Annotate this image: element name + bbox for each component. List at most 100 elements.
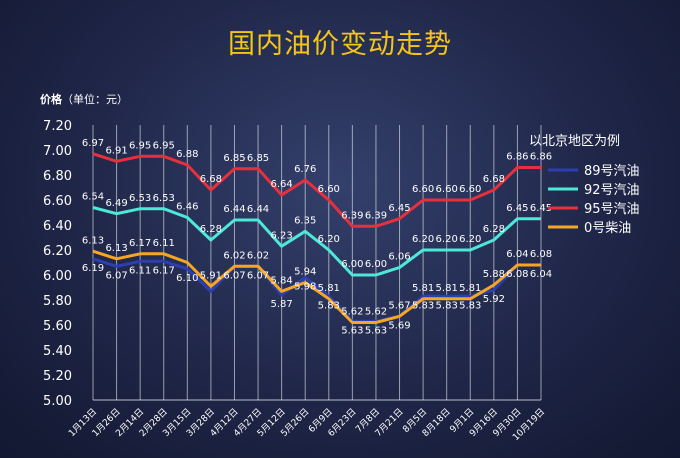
data-label: 5.69 [388, 320, 410, 331]
data-label: 6.53 [129, 193, 151, 204]
data-label: 6.35 [294, 215, 316, 226]
data-label: 6.02 [247, 250, 269, 261]
data-label: 6.85 [247, 153, 269, 164]
data-label: 5.83 [318, 300, 340, 311]
data-label: 6.20 [436, 234, 458, 245]
data-label: 5.84 [270, 275, 292, 286]
data-label: 6.20 [412, 234, 434, 245]
y-tick-label: 6.40 [43, 219, 72, 234]
data-label: 6.00 [341, 259, 363, 270]
series-line-1 [92, 257, 541, 323]
legend-label: 0号柴油 [584, 221, 631, 236]
y-tick-label: 5.80 [43, 294, 72, 309]
data-label: 6.45 [506, 203, 528, 214]
data-label: 5.94 [294, 267, 316, 278]
data-label: 6.95 [153, 140, 175, 151]
data-label: 6.00 [365, 259, 387, 270]
data-label: 6.13 [82, 235, 104, 246]
data-label: 5.88 [483, 269, 505, 280]
data-label: 6.17 [129, 238, 151, 249]
data-label: 6.86 [506, 152, 528, 163]
data-label: 6.60 [318, 184, 340, 195]
data-label: 5.81 [318, 283, 340, 294]
data-label: 5.98 [294, 282, 316, 293]
y-tick-label: 7.00 [43, 144, 72, 159]
data-label: 6.44 [223, 204, 245, 215]
y-axis-label: 价格（单位：元） [40, 91, 128, 107]
data-label: 6.97 [82, 138, 104, 149]
data-label: 6.88 [176, 149, 198, 160]
data-label: 6.76 [294, 164, 316, 175]
data-label: 6.46 [176, 202, 198, 213]
data-label: 6.10 [176, 273, 198, 284]
data-label: 6.68 [483, 174, 505, 185]
y-tick-label: 6.80 [43, 169, 72, 184]
data-label: 6.28 [200, 224, 222, 235]
data-label: 6.60 [459, 184, 481, 195]
data-label: 6.54 [82, 192, 104, 203]
data-label: 5.91 [200, 270, 222, 281]
data-label: 5.81 [436, 283, 458, 294]
data-label: 6.95 [129, 140, 151, 151]
data-label: 6.60 [436, 184, 458, 195]
data-label: 5.81 [459, 283, 481, 294]
data-label: 6.39 [341, 210, 363, 221]
data-label: 6.08 [506, 269, 528, 280]
data-label: 5.83 [459, 300, 481, 311]
data-label: 6.85 [223, 153, 245, 164]
data-label: 6.86 [530, 152, 552, 163]
legend-label: 95号汽油 [584, 202, 640, 217]
data-label: 6.53 [153, 193, 175, 204]
data-label: 6.23 [270, 230, 292, 241]
y-tick-label: 7.20 [43, 119, 72, 134]
data-label: 6.02 [223, 250, 245, 261]
data-label: 6.20 [459, 234, 481, 245]
data-label: 6.20 [318, 234, 340, 245]
data-label: 5.92 [483, 294, 505, 305]
legend-label: 89号汽油 [584, 164, 640, 179]
legend-label: 92号汽油 [584, 183, 640, 198]
data-label: 6.28 [483, 224, 505, 235]
data-label: 6.11 [129, 265, 151, 276]
data-label: 6.19 [82, 263, 104, 274]
data-label: 6.60 [412, 184, 434, 195]
series-line-3 [92, 152, 541, 228]
data-label: 6.07 [105, 270, 127, 281]
y-tick-label: 5.40 [43, 344, 72, 359]
data-label: 5.83 [436, 300, 458, 311]
data-label: 6.07 [223, 270, 245, 281]
legend-title: 以北京地区为例 [529, 134, 621, 149]
data-label: 6.45 [530, 203, 552, 214]
data-label: 6.44 [247, 204, 269, 215]
data-label: 6.49 [105, 198, 127, 209]
y-tick-label: 5.60 [43, 319, 72, 334]
data-label: 5.83 [412, 300, 434, 311]
data-label: 6.68 [200, 174, 222, 185]
data-label: 6.39 [365, 210, 387, 221]
y-tick-label: 6.60 [43, 194, 72, 209]
y-axis-label-unit: （单位：元） [62, 93, 128, 106]
y-tick-label: 6.20 [43, 244, 72, 259]
data-label: 5.87 [270, 299, 292, 310]
data-label: 6.64 [270, 179, 292, 190]
data-label: 6.04 [530, 269, 552, 280]
data-label: 6.13 [105, 243, 127, 254]
y-tick-label: 6.00 [43, 269, 72, 284]
data-label: 6.91 [105, 145, 127, 156]
chart-title: 国内油价变动走势 [228, 29, 452, 60]
y-tick-label: 5.00 [43, 394, 72, 409]
y-tick-label: 5.20 [43, 369, 72, 384]
data-label: 6.04 [506, 249, 528, 260]
y-axis-label-main: 价格 [40, 93, 62, 106]
data-label: 5.63 [365, 325, 387, 336]
data-label: 5.62 [341, 307, 363, 318]
data-label: 6.06 [388, 252, 410, 263]
data-label: 6.08 [530, 249, 552, 260]
data-label: 6.17 [153, 265, 175, 276]
data-label: 5.81 [412, 283, 434, 294]
data-label: 5.62 [365, 307, 387, 318]
data-label: 5.67 [388, 300, 410, 311]
data-label: 6.45 [388, 203, 410, 214]
